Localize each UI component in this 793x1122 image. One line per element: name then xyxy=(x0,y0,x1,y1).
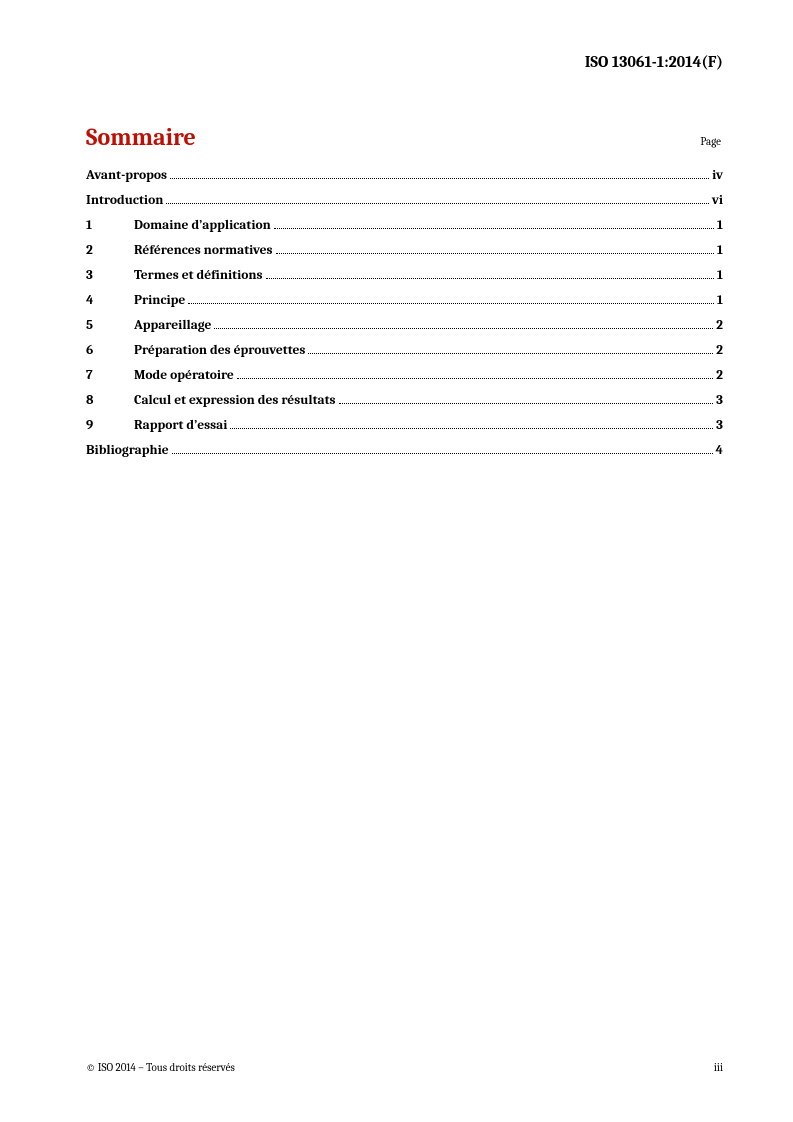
toc-entry-title: Introduction xyxy=(86,194,163,208)
toc-entry-page: 1 xyxy=(717,219,723,233)
toc-entry-title: Bibliographie xyxy=(86,444,169,458)
table-of-contents: Avant-proposivIntroductionvi1Domaine d’a… xyxy=(86,169,723,458)
toc-entry: 7Mode opératoire 2 xyxy=(86,369,723,383)
toc-entry: 2Références normatives 1 xyxy=(86,244,723,258)
toc-entry-title: Mode opératoire xyxy=(134,369,234,383)
toc-entry: 9Rapport d’essai 3 xyxy=(86,419,723,433)
toc-entry-title: Principe xyxy=(134,294,185,308)
toc-heading: Sommaire xyxy=(86,123,196,151)
toc-entry-title: Références normatives xyxy=(134,244,273,258)
toc-leader-dots xyxy=(339,396,714,404)
toc-entry-title: Calcul et expression des résultats xyxy=(134,394,336,408)
toc-leader-dots xyxy=(237,371,713,379)
toc-leader-dots xyxy=(170,171,709,179)
toc-leader-dots xyxy=(166,196,708,204)
page-folio: iii xyxy=(714,1061,723,1074)
toc-entry: 5Appareillage 2 xyxy=(86,319,723,333)
toc-leader-dots xyxy=(276,246,714,254)
toc-entry: Avant-propos iv xyxy=(86,169,723,183)
toc-leader-dots xyxy=(172,446,713,454)
toc-entry-title: Avant-propos xyxy=(86,169,167,183)
toc-entry-page: 4 xyxy=(716,444,723,458)
toc-entry-page: 2 xyxy=(716,369,723,383)
toc-entry-number: 7 xyxy=(86,369,134,383)
toc-entry-number: 6 xyxy=(86,344,134,358)
toc-entry-number: 1 xyxy=(86,219,134,233)
toc-entry-page: 1 xyxy=(717,269,723,283)
toc-entry-page: 1 xyxy=(717,244,723,258)
toc-entry: 8Calcul et expression des résultats 3 xyxy=(86,394,723,408)
toc-leader-dots xyxy=(214,321,713,329)
toc-leader-dots xyxy=(266,271,714,279)
toc-entry-page: 3 xyxy=(716,419,723,433)
toc-leader-dots xyxy=(230,421,713,429)
toc-entry-number: 9 xyxy=(86,419,134,433)
toc-leader-dots xyxy=(188,296,713,304)
toc-entry: Introduction vi xyxy=(86,194,723,208)
toc-entry: 6Préparation des éprouvettes 2 xyxy=(86,344,723,358)
toc-entry: Bibliographie 4 xyxy=(86,444,723,458)
toc-entry-number: 8 xyxy=(86,394,134,408)
page-footer: © ISO 2014 – Tous droits réservés iii xyxy=(86,1061,723,1074)
toc-leader-dots xyxy=(274,221,714,229)
page: ISO 13061-1:2014(F) Sommaire Page Avant-… xyxy=(0,0,793,1122)
toc-entry-number: 4 xyxy=(86,294,134,308)
toc-entry-title: Rapport d’essai xyxy=(134,419,227,433)
toc-entry-page: 3 xyxy=(716,394,723,408)
toc-entry-number: 5 xyxy=(86,319,134,333)
toc-entry-page: 1 xyxy=(717,294,723,308)
page-column-label: Page xyxy=(700,135,721,148)
toc-entry-number: 3 xyxy=(86,269,134,283)
toc-entry-title: Domaine d’application xyxy=(134,219,271,233)
toc-entry-page: 2 xyxy=(716,344,723,358)
document-id: ISO 13061-1:2014(F) xyxy=(86,53,723,71)
toc-leader-dots xyxy=(308,346,713,354)
title-row: Sommaire Page xyxy=(86,123,723,151)
toc-entry-title: Appareillage xyxy=(134,319,211,333)
copyright-text: © ISO 2014 – Tous droits réservés xyxy=(86,1061,235,1074)
toc-entry-title: Termes et définitions xyxy=(134,269,263,283)
toc-entry-page: 2 xyxy=(716,319,723,333)
toc-entry-page: vi xyxy=(712,194,723,208)
toc-entry: 1Domaine d’application1 xyxy=(86,219,723,233)
toc-entry: 4Principe 1 xyxy=(86,294,723,308)
toc-entry: 3Termes et définitions 1 xyxy=(86,269,723,283)
toc-entry-number: 2 xyxy=(86,244,134,258)
toc-entry-title: Préparation des éprouvettes xyxy=(134,344,305,358)
toc-entry-page: iv xyxy=(712,169,723,183)
